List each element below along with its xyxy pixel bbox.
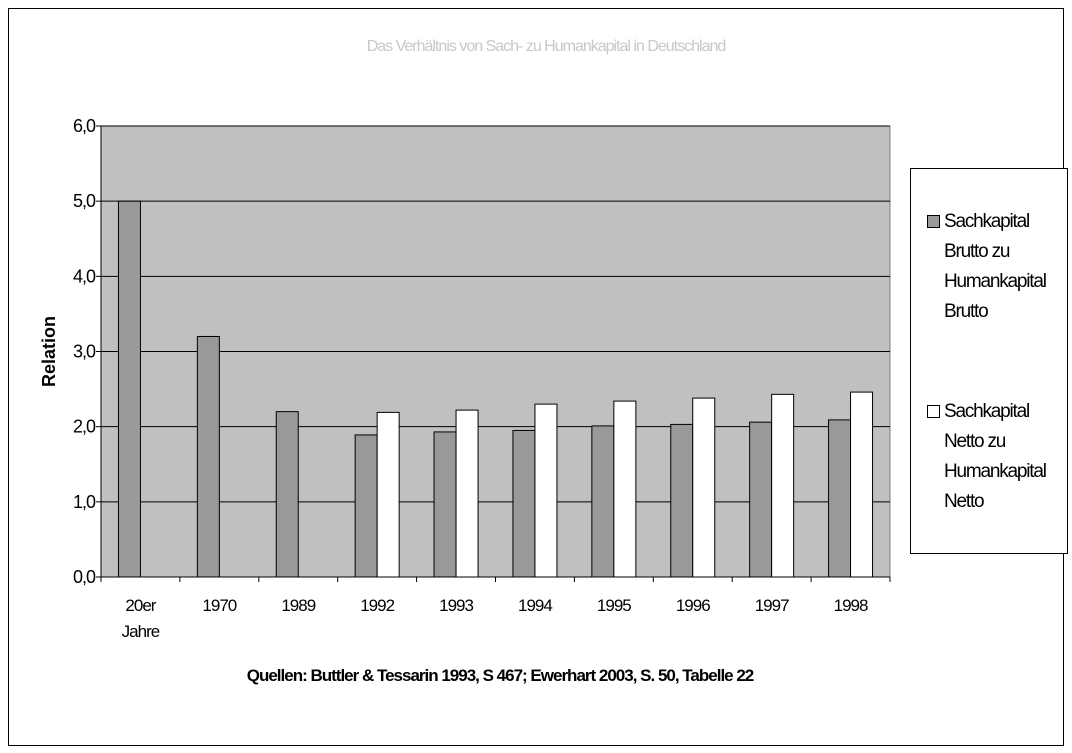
x-tick-label: 1993 [439, 596, 474, 615]
bar [117, 200, 141, 578]
bar [275, 411, 299, 578]
bar [850, 391, 874, 578]
legend-item: Sachkapital Netto zu Humankapital Netto [927, 397, 1067, 517]
bar [591, 425, 615, 578]
bar [376, 411, 400, 578]
y-tick-label: 2,0 [73, 417, 96, 437]
chart-title: Das Verhältnis von Sach- zu Humankapital… [366, 38, 727, 55]
y-tick-label: 3,0 [73, 342, 96, 362]
x-tick-label: 1998 [833, 596, 869, 615]
bar [692, 397, 716, 578]
x-tick-label: 1989 [281, 596, 316, 615]
y-tick-label: 0,0 [73, 567, 96, 587]
y-tick-label: 4,0 [73, 266, 96, 286]
x-tick-label: 1997 [754, 596, 790, 615]
legend-item: Sachkapital Brutto zu Humankapital Brutt… [927, 207, 1067, 327]
y-tick-label: 1,0 [73, 492, 96, 512]
y-axis-label: Relation [39, 316, 59, 387]
x-tick-label: 1970 [202, 596, 237, 615]
bar [613, 400, 637, 578]
bar [196, 335, 220, 578]
legend-swatch [927, 215, 940, 228]
bar [828, 419, 852, 578]
legend-label: Sachkapital Netto zu Humankapital Netto [944, 401, 1047, 512]
legend-swatch [927, 405, 940, 418]
source-note: Quellen: Buttler & Tessarin 1993, S 467;… [246, 666, 755, 685]
bar [354, 434, 378, 578]
legend-label: Sachkapital Brutto zu Humankapital Brutt… [944, 211, 1047, 322]
y-tick-label: 6,0 [73, 116, 96, 136]
x-tick-label: 20er Jahre [121, 596, 161, 641]
bar [512, 429, 536, 578]
x-tick-label: 1994 [518, 596, 553, 615]
bar [534, 403, 558, 578]
bar [670, 423, 694, 578]
y-tick-label: 5,0 [73, 191, 96, 211]
x-tick-label: 1995 [596, 596, 632, 615]
x-tick-label: 1992 [360, 596, 395, 615]
bar [433, 431, 457, 578]
bar [455, 409, 479, 578]
bar [771, 393, 795, 578]
x-tick-label: 1996 [675, 596, 711, 615]
legend: Sachkapital Brutto zu Humankapital Brutt… [910, 168, 1068, 554]
bar [749, 421, 773, 578]
